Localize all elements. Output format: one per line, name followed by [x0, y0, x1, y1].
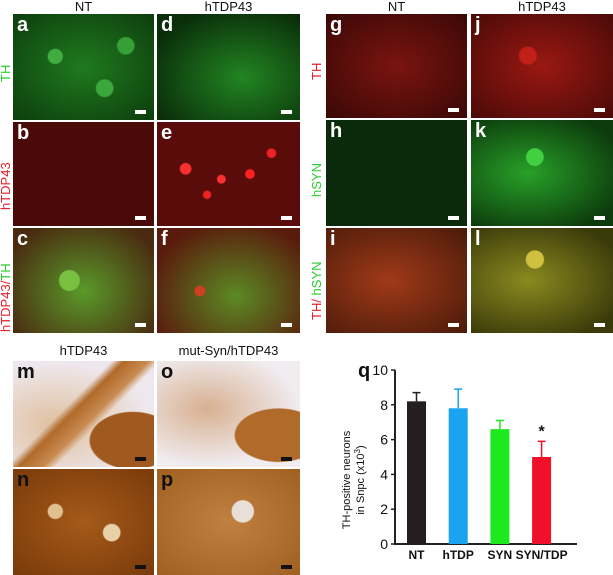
panel-c: c — [13, 228, 154, 333]
label-part: hSYN — [309, 261, 324, 296]
row-label-th: TH — [309, 62, 324, 80]
panel-m: m — [13, 361, 154, 467]
panel-letter: l — [475, 228, 481, 250]
scale-bar — [594, 108, 605, 112]
panel-g: g — [326, 14, 467, 118]
x-tick-label: NT — [409, 548, 426, 562]
panel-letter: p — [161, 469, 174, 491]
y-label-text: in Snpc (x10 — [355, 453, 367, 514]
scale-bar — [135, 457, 146, 461]
panel-letter: n — [17, 469, 30, 491]
column-label-htdp43: hTDP43 — [59, 343, 108, 358]
panel-e: e — [157, 122, 300, 226]
y-axis-label-line2: in Snpc (x103) — [353, 445, 367, 514]
row-label-merge: hTDP43/TH — [0, 263, 13, 332]
panel-k: k — [471, 120, 613, 226]
scale-bar — [594, 216, 605, 220]
panel-j: j — [471, 14, 613, 118]
panel-d: d — [157, 14, 300, 120]
y-axis-label-line1: TH-positive neurons — [341, 430, 353, 529]
panel-letter: h — [330, 120, 343, 142]
y-tick-label: 10 — [372, 362, 388, 378]
bar-chart: TH-positive neurons in Snpc (x103) 0 2 4 6 8… — [341, 362, 577, 562]
panel-i: i — [326, 228, 467, 333]
bar-syn — [490, 429, 510, 544]
row-label-merge: TH/ hSYN — [309, 261, 324, 320]
row-label-hsyn: hSYN — [309, 163, 324, 197]
panel-letter: f — [161, 228, 168, 250]
panel-letter: g — [330, 14, 343, 36]
panel-letter: i — [330, 228, 336, 250]
label-part: hTDP43/ — [0, 280, 13, 332]
column-label-mut-syn-htdp43: mut-Syn/hTDP43 — [178, 343, 279, 358]
column-label-nt: NT — [387, 0, 406, 14]
panel-p: p — [157, 469, 300, 575]
panel-a: a — [13, 14, 154, 120]
x-tick-label: SYN — [488, 548, 513, 562]
scale-bar — [594, 323, 605, 327]
panel-f: f — [157, 228, 300, 333]
y-tick-label: 8 — [380, 397, 388, 413]
panel-o: o — [157, 361, 300, 467]
column-label-nt: NT — [74, 0, 93, 14]
panel-letter-q: q — [358, 360, 371, 382]
panel-h: h — [326, 120, 467, 226]
scale-bar — [448, 108, 459, 112]
y-tick-label: 2 — [380, 501, 388, 517]
panel-n: n — [13, 469, 154, 575]
y-tick-label: 0 — [380, 536, 388, 552]
scale-bar — [135, 110, 146, 114]
bar-htdp — [448, 408, 468, 544]
significance-marker: * — [538, 423, 545, 440]
panel-letter: c — [17, 228, 29, 250]
scale-bar — [281, 110, 292, 114]
scale-bar — [281, 457, 292, 461]
bar-syn-tdp — [532, 457, 552, 544]
y-tick-label: 6 — [380, 432, 388, 448]
scale-bar — [448, 216, 459, 220]
panel-l: l — [471, 228, 613, 333]
x-tick-label: hTDP — [443, 548, 474, 562]
panel-letter: d — [161, 14, 174, 36]
scale-bar — [281, 323, 292, 327]
panel-letter: a — [17, 14, 29, 36]
scale-bar — [135, 323, 146, 327]
label-part: TH — [0, 263, 13, 281]
panel-letter: m — [17, 361, 35, 383]
scale-bar — [135, 565, 146, 569]
panel-b: b — [13, 122, 154, 226]
column-label-htdp43: hTDP43 — [518, 0, 566, 14]
x-tick-label: SYN/TDP — [516, 548, 568, 562]
row-label-th: TH — [0, 64, 13, 82]
scale-bar — [135, 216, 146, 220]
y-label-sup: 3 — [353, 448, 362, 453]
panel-letter: b — [17, 122, 30, 144]
panel-letter: k — [475, 120, 487, 142]
y-tick-label: 4 — [380, 466, 388, 482]
label-part: TH/ — [309, 295, 324, 320]
panel-letter: e — [161, 122, 173, 144]
row-label-htdp43: hTDP43 — [0, 162, 13, 210]
y-label-end: ) — [355, 445, 367, 449]
bar-nt — [407, 401, 426, 544]
scale-bar — [281, 216, 292, 220]
panel-letter: j — [475, 14, 481, 36]
column-label-htdp43: hTDP43 — [204, 0, 253, 14]
scale-bar — [281, 565, 292, 569]
panel-letter: o — [161, 361, 174, 383]
scale-bar — [448, 323, 459, 327]
